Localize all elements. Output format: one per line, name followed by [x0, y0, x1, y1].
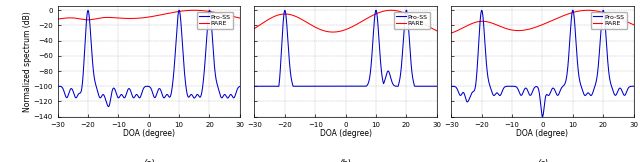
Text: (c): (c): [537, 158, 548, 162]
Legend: Pro-SS, RARE: Pro-SS, RARE: [197, 12, 233, 29]
X-axis label: DOA (degree): DOA (degree): [123, 129, 175, 138]
X-axis label: DOA (degree): DOA (degree): [319, 129, 372, 138]
X-axis label: DOA (degree): DOA (degree): [516, 129, 568, 138]
Text: (a): (a): [143, 158, 154, 162]
Legend: Pro-SS, RARE: Pro-SS, RARE: [394, 12, 430, 29]
Text: (b): (b): [340, 158, 351, 162]
Y-axis label: Normalized spectrum (dB): Normalized spectrum (dB): [23, 11, 32, 112]
Legend: Pro-SS, RARE: Pro-SS, RARE: [591, 12, 627, 29]
